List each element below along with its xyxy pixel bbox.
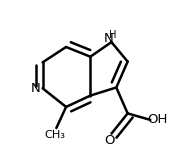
Text: H: H <box>109 30 117 40</box>
Text: N: N <box>103 32 113 45</box>
Text: OH: OH <box>147 113 168 126</box>
Text: O: O <box>105 134 115 147</box>
Text: CH₃: CH₃ <box>44 130 65 140</box>
Text: N: N <box>30 82 40 95</box>
